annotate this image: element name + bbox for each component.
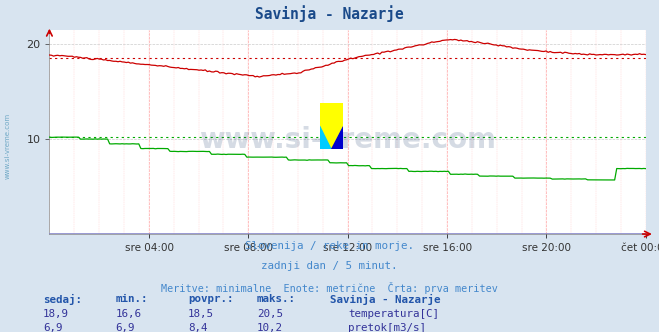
Text: 6,9: 6,9 — [115, 323, 135, 332]
Text: Savinja - Nazarje: Savinja - Nazarje — [330, 294, 440, 305]
Polygon shape — [320, 103, 343, 149]
Polygon shape — [320, 126, 331, 149]
Text: maks.:: maks.: — [257, 294, 296, 304]
Text: sedaj:: sedaj: — [43, 294, 82, 305]
Text: 16,6: 16,6 — [115, 309, 141, 319]
Text: Savinja - Nazarje: Savinja - Nazarje — [255, 5, 404, 22]
Polygon shape — [320, 126, 343, 149]
Text: 8,4: 8,4 — [188, 323, 208, 332]
Text: 6,9: 6,9 — [43, 323, 63, 332]
Text: 20,5: 20,5 — [257, 309, 283, 319]
Text: zadnji dan / 5 minut.: zadnji dan / 5 minut. — [261, 261, 398, 271]
Text: Slovenija / reke in morje.: Slovenija / reke in morje. — [245, 241, 414, 251]
Text: 18,9: 18,9 — [43, 309, 69, 319]
Text: temperatura[C]: temperatura[C] — [348, 309, 439, 319]
Text: Meritve: minimalne  Enote: metrične  Črta: prva meritev: Meritve: minimalne Enote: metrične Črta:… — [161, 282, 498, 294]
Polygon shape — [320, 103, 343, 149]
Text: www.si-vreme.com: www.si-vreme.com — [199, 126, 496, 154]
Polygon shape — [320, 126, 343, 149]
Text: www.si-vreme.com: www.si-vreme.com — [5, 113, 11, 179]
Text: min.:: min.: — [115, 294, 148, 304]
Text: 10,2: 10,2 — [257, 323, 283, 332]
Polygon shape — [320, 103, 343, 149]
Text: pretok[m3/s]: pretok[m3/s] — [348, 323, 426, 332]
Polygon shape — [331, 126, 343, 149]
Text: povpr.:: povpr.: — [188, 294, 233, 304]
Polygon shape — [320, 126, 343, 149]
Polygon shape — [320, 126, 331, 149]
Text: 18,5: 18,5 — [188, 309, 214, 319]
